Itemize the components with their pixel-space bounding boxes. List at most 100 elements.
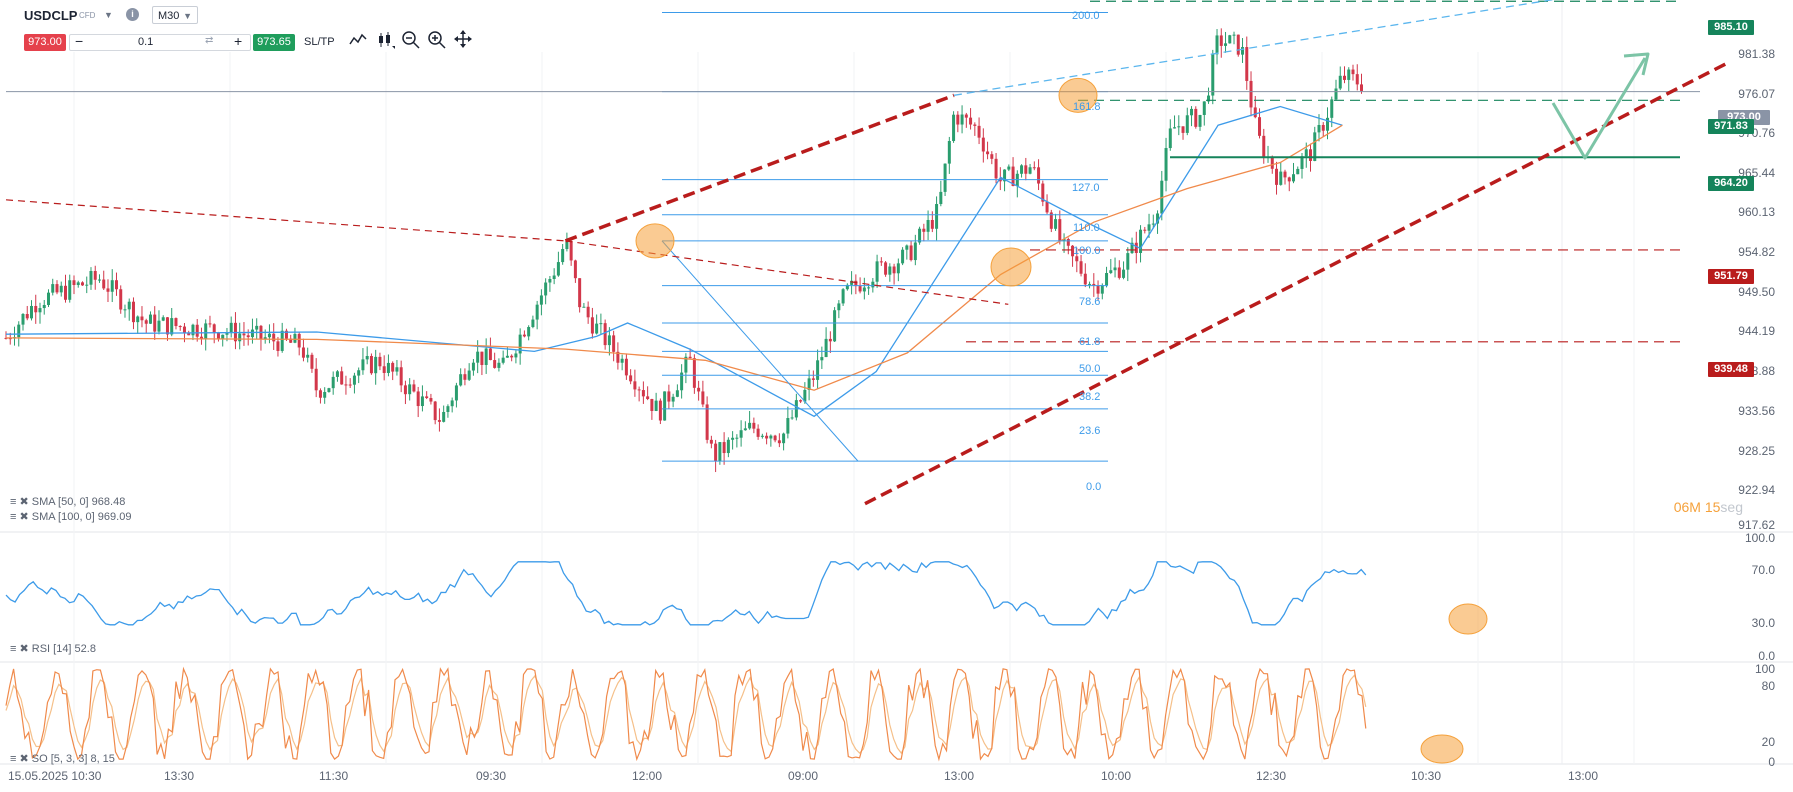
candle [688, 356, 692, 359]
candle [773, 435, 777, 441]
candle [1207, 95, 1211, 102]
candle [1122, 269, 1126, 278]
candle [922, 228, 926, 232]
candle [365, 355, 369, 360]
zoom-in-icon[interactable] [427, 30, 447, 50]
sma100-legend[interactable]: ≡ ✖ SMA [100, 0] 969.09 [10, 511, 132, 523]
candle [395, 367, 399, 372]
timeframe-select[interactable]: M30 ▼ [152, 6, 198, 24]
candle [535, 304, 539, 320]
candle [144, 320, 148, 324]
instrument-type: CFD [79, 11, 96, 20]
price-tick: 976.07 [1738, 87, 1775, 101]
time-tick: 12:30 [1256, 769, 1287, 783]
candle [667, 391, 671, 402]
candle [131, 301, 135, 323]
candle [1334, 88, 1338, 100]
candle [756, 428, 760, 437]
symbol-dropdown-icon[interactable]: ▼ [104, 10, 113, 20]
candle [1194, 108, 1198, 127]
candle [675, 390, 679, 397]
candle [1088, 283, 1092, 285]
candle [17, 324, 21, 338]
candle [327, 388, 331, 392]
candle [539, 295, 543, 305]
menu-icon: ≡ ✖ [10, 753, 32, 765]
candle [1351, 69, 1355, 75]
info-icon[interactable]: i [126, 8, 139, 21]
projection-arrow [1551, 57, 1647, 160]
so-legend[interactable]: ≡ ✖ SO [5, 3, 3] 8, 15 [10, 753, 115, 765]
candle [1270, 156, 1274, 169]
highlight-circle [1058, 77, 1098, 113]
sma50-legend[interactable]: ≡ ✖ SMA [50, 0] 968.48 [10, 496, 126, 508]
candle [1054, 219, 1058, 229]
candle [1168, 128, 1172, 149]
level-tag-951: 951.79 [1708, 269, 1754, 284]
candle [973, 124, 977, 126]
candle [212, 324, 216, 333]
swap-icon[interactable]: ⇄ [205, 35, 214, 46]
candle [1321, 124, 1325, 131]
candle [174, 318, 178, 327]
candle [1058, 219, 1062, 242]
candle [1275, 168, 1279, 185]
rsi-legend[interactable]: ≡ ✖ RSI [14] 52.8 [10, 643, 96, 655]
candle [1245, 47, 1249, 81]
candle [1181, 126, 1185, 133]
candle [603, 323, 607, 346]
candle-countdown: 06M 15seg [1673, 499, 1743, 515]
candle [735, 437, 739, 439]
fib-label: 127.0 [1072, 182, 1100, 194]
volume-input[interactable]: 0.1 [138, 36, 154, 48]
candle [348, 384, 352, 386]
candle [165, 317, 169, 335]
symbol-name[interactable]: USDCLP [24, 8, 78, 23]
candle [399, 367, 403, 386]
volume-field[interactable] [69, 34, 251, 51]
candle [1066, 239, 1070, 246]
candle [607, 335, 611, 346]
price-tick: 944.19 [1738, 324, 1775, 338]
candle [1083, 273, 1087, 285]
candle [335, 371, 339, 377]
sltp-button[interactable]: SL/TP [304, 36, 335, 48]
time-tick: 15.05.2025 10:30 [8, 769, 102, 783]
fib-label: 61.8 [1079, 336, 1101, 348]
candle [442, 411, 446, 422]
sell-button[interactable]: 973.00 [24, 34, 66, 51]
candle [905, 245, 909, 250]
candle [807, 378, 811, 390]
candle [361, 359, 365, 371]
line-chart-icon[interactable] [348, 30, 368, 50]
candle [467, 370, 471, 380]
candle [140, 316, 144, 321]
zoom-out-icon[interactable] [401, 30, 421, 50]
time-tick: 09:00 [788, 769, 819, 783]
candle [34, 305, 38, 313]
candle [501, 357, 505, 363]
candle [1241, 47, 1245, 55]
rsi-line [5, 561, 1367, 626]
candle [403, 385, 407, 395]
buy-button[interactable]: 973.65 [253, 34, 295, 51]
volume-increase-button[interactable]: + [234, 33, 243, 49]
volume-decrease-button[interactable]: − [75, 33, 84, 49]
candle [412, 384, 416, 392]
candle [960, 114, 964, 125]
candle [488, 348, 492, 361]
candle [1130, 242, 1134, 254]
candle [527, 327, 531, 337]
candle [1113, 267, 1117, 271]
crosshair-icon[interactable] [454, 30, 474, 50]
candle [378, 356, 382, 367]
candle [1202, 101, 1206, 115]
price-tick: 949.50 [1738, 285, 1775, 299]
candle [629, 375, 633, 382]
candle [450, 400, 454, 407]
candle [680, 372, 684, 391]
candle [1279, 171, 1283, 185]
candle [391, 362, 395, 372]
candles-icon[interactable] [376, 30, 396, 50]
